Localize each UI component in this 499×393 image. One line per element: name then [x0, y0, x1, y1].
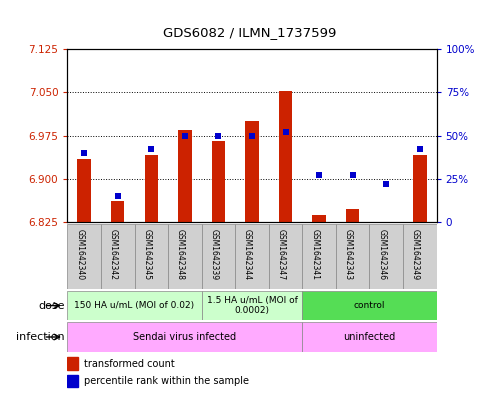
Bar [413, 154, 427, 222]
Bar [67, 357, 78, 369]
Bar [178, 130, 192, 222]
Text: infection: infection [16, 332, 65, 342]
Bar [135, 224, 168, 289]
Bar [145, 154, 158, 222]
Text: dose: dose [38, 301, 65, 310]
Bar [67, 291, 202, 320]
Bar [269, 224, 302, 289]
Bar [369, 224, 403, 289]
Bar [212, 141, 225, 222]
Point [382, 181, 390, 187]
Point [181, 132, 189, 139]
Bar [67, 224, 101, 289]
Text: GSM1642340: GSM1642340 [75, 229, 84, 280]
Point [215, 132, 223, 139]
Bar [302, 291, 437, 320]
Text: GDS6082 / ILMN_1737599: GDS6082 / ILMN_1737599 [163, 26, 336, 39]
Bar [302, 322, 437, 352]
Bar [346, 209, 359, 222]
Text: GSM1642341: GSM1642341 [310, 229, 319, 280]
Bar [67, 322, 302, 352]
Text: GSM1642345: GSM1642345 [142, 229, 151, 280]
Bar [77, 159, 91, 222]
Text: control: control [354, 301, 385, 310]
Bar [235, 224, 269, 289]
Text: GSM1642343: GSM1642343 [344, 229, 353, 280]
Point [349, 172, 357, 178]
Bar [168, 224, 202, 289]
Point [315, 172, 323, 178]
Point [114, 193, 122, 199]
Bar [111, 201, 124, 222]
Text: uninfected: uninfected [343, 332, 396, 342]
Bar [403, 224, 437, 289]
Text: GSM1642344: GSM1642344 [243, 229, 252, 280]
Bar [202, 224, 235, 289]
Bar [336, 224, 369, 289]
Text: GSM1642342: GSM1642342 [109, 229, 118, 280]
Text: GSM1642349: GSM1642349 [411, 229, 420, 280]
Bar [246, 121, 258, 222]
Point [248, 132, 256, 139]
Text: GSM1642348: GSM1642348 [176, 229, 185, 280]
Text: 150 HA u/mL (MOI of 0.02): 150 HA u/mL (MOI of 0.02) [74, 301, 195, 310]
Text: percentile rank within the sample: percentile rank within the sample [84, 376, 249, 386]
Point [281, 129, 289, 135]
Point [80, 150, 88, 156]
Bar [312, 215, 326, 222]
Text: transformed count: transformed count [84, 358, 175, 369]
Text: Sendai virus infected: Sendai virus infected [133, 332, 237, 342]
Point [416, 146, 424, 152]
Text: GSM1642347: GSM1642347 [276, 229, 285, 280]
Text: GSM1642346: GSM1642346 [377, 229, 386, 280]
Bar [101, 224, 135, 289]
Bar [302, 224, 336, 289]
Bar [279, 91, 292, 222]
Text: 1.5 HA u/mL (MOI of
0.0002): 1.5 HA u/mL (MOI of 0.0002) [207, 296, 297, 315]
Bar [202, 291, 302, 320]
Bar [67, 375, 78, 387]
Text: GSM1642339: GSM1642339 [210, 229, 219, 280]
Point [147, 146, 155, 152]
